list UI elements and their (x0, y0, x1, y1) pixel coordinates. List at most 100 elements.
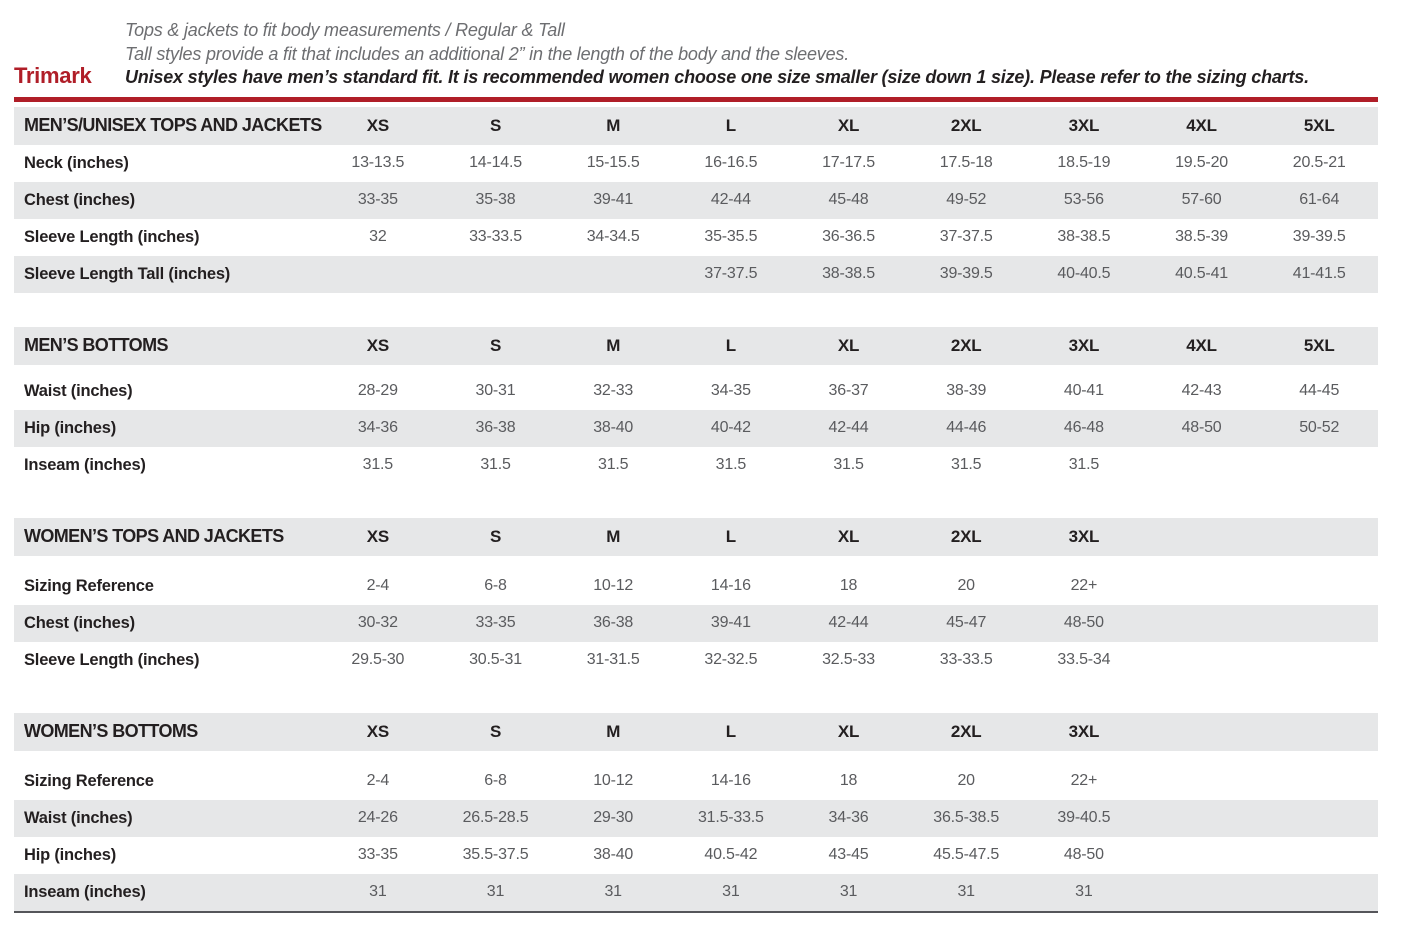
row-label: Sleeve Length Tall (inches) (24, 264, 231, 283)
size-value-cell: 31.5 (598, 456, 629, 473)
size-column-header: 4XL (1186, 335, 1217, 355)
size-value-cell: 31.5 (833, 456, 864, 473)
table-title: WOMEN’S TOPS AND JACKETS (24, 526, 284, 546)
size-value-cell: 13-13.5 (351, 154, 405, 171)
row-label: Waist (inches) (24, 381, 133, 400)
size-value-cell: 22+ (1070, 577, 1098, 594)
size-value-cell: 33-35 (357, 191, 398, 208)
size-value-cell: 19.5-20 (1175, 154, 1228, 171)
size-value-cell: 10-12 (593, 577, 634, 594)
size-value-cell: 29-30 (593, 809, 634, 826)
size-column-header: XL (837, 526, 860, 546)
size-value-cell: 31 (957, 883, 975, 900)
size-value-cell: 31.5 (480, 456, 511, 473)
size-chart-table-women-s-bottoms: WOMEN’S BOTTOMS XS S M L XL 2XL 3XL Sizing Refer… (14, 712, 1378, 913)
size-value-cell: 6-8 (484, 772, 507, 789)
size-column-header: XL (837, 721, 860, 741)
row-label: Sizing Reference (24, 576, 154, 595)
size-value-cell: 33-33.5 (939, 651, 993, 668)
size-value-cell: 31 (604, 883, 622, 900)
size-column-header: M (606, 526, 621, 546)
table-row: Chest (inches) 30-32 33-35 36-38 39-41 42-44 4… (14, 604, 1378, 642)
size-value-cell: 31.5 (715, 456, 747, 473)
size-value-cell: 20 (957, 577, 975, 594)
size-value-cell: 20 (957, 772, 975, 789)
table-row: Sleeve Length (inches) 29.5-30 30.5-31 31-3… (14, 642, 1378, 679)
size-value-cell: 38.5-39 (1175, 228, 1228, 245)
size-value-cell: 29.5-30 (351, 651, 405, 668)
row-label: Neck (inches) (24, 153, 129, 172)
table-row: Sizing Reference 2-4 6-8 10-12 14-16 18 20 22+ (14, 568, 1378, 605)
size-value-cell: 31.5 (1068, 456, 1100, 473)
size-column-header: 5XL (1303, 115, 1335, 135)
size-value-cell: 57-60 (1181, 191, 1222, 208)
size-value-cell: 31.5-33.5 (697, 809, 764, 826)
size-value-cell: 49-52 (946, 191, 987, 208)
size-value-cell: 38-39 (946, 382, 987, 399)
size-value-cell: 2-4 (366, 772, 390, 789)
intro-line-1: Tops & jackets to fit body measurements … (125, 20, 565, 40)
size-value-cell: 30-32 (357, 614, 398, 631)
size-value-cell: 39-39.5 (939, 265, 993, 282)
size-value-cell: 33-33.5 (469, 228, 522, 245)
size-value-cell: 17.5-18 (939, 154, 993, 171)
size-value-cell: 38-40 (593, 419, 634, 436)
size-value-cell: 30.5-31 (469, 651, 522, 668)
table-row: Sleeve Length Tall (inches) 37-37.5 38-38.… (14, 255, 1378, 293)
size-column-header: L (725, 526, 736, 546)
size-value-cell: 48-50 (1181, 419, 1222, 436)
table-title: WOMEN’S BOTTOMS (24, 721, 198, 741)
size-value-cell: 6-8 (484, 577, 507, 594)
size-column-header: 3XL (1068, 721, 1100, 741)
size-column-header: 5XL (1303, 335, 1335, 355)
size-column-header: 3XL (1068, 335, 1100, 355)
size-value-cell: 24-26 (357, 809, 398, 826)
size-column-header: 3XL (1068, 115, 1100, 135)
size-column-header: S (489, 115, 502, 135)
size-value-cell: 36-38 (475, 419, 516, 436)
size-value-cell: 44-45 (1299, 382, 1340, 399)
size-value-cell: 38-38.5 (822, 265, 875, 282)
table-row: Hip (inches) 33-35 35.5-37.5 38-40 40.5-42 43… (14, 837, 1378, 874)
size-value-cell: 14-16 (710, 772, 751, 789)
size-value-cell: 31 (369, 883, 387, 900)
table-title: MEN’S BOTTOMS (24, 335, 168, 355)
size-value-cell: 39-41 (710, 614, 751, 631)
size-value-cell: 40-41 (1063, 382, 1104, 399)
size-value-cell: 34-34.5 (586, 228, 640, 245)
size-column-header: S (489, 526, 502, 546)
size-value-cell: 16-16.5 (704, 154, 758, 171)
size-value-cell: 10-12 (593, 772, 634, 789)
size-value-cell: 38-38.5 (1057, 228, 1111, 245)
table-title: MEN’S/UNISEX TOPS AND JACKETS (24, 115, 322, 135)
size-column-header: 4XL (1186, 115, 1217, 135)
size-column-header: M (606, 335, 621, 355)
size-value-cell: 48-50 (1063, 846, 1104, 863)
size-column-header: XS (366, 115, 389, 135)
size-value-cell: 31.5 (362, 456, 394, 473)
size-column-header: 3XL (1068, 526, 1100, 546)
size-value-cell: 37-37.5 (704, 265, 758, 282)
size-value-cell: 39-39.5 (1292, 228, 1346, 245)
size-value-cell: 40-40.5 (1057, 265, 1111, 282)
table-row: Sizing Reference 2-4 6-8 10-12 14-16 18 20 22+ (14, 763, 1378, 800)
table-header-row: WOMEN’S BOTTOMS XS S M L XL 2XL 3XL (14, 712, 1378, 751)
size-value-cell: 31 (722, 883, 740, 900)
red-divider-rule (14, 96, 1378, 102)
size-value-cell: 33-35 (357, 846, 398, 863)
size-value-cell: 36-37 (828, 382, 869, 399)
size-value-cell: 40.5-41 (1175, 265, 1228, 282)
row-label: Inseam (inches) (24, 882, 146, 901)
size-value-cell: 44-46 (946, 419, 987, 436)
row-label: Sizing Reference (24, 771, 154, 790)
size-value-cell: 50-52 (1299, 419, 1340, 436)
size-value-cell: 22+ (1070, 772, 1098, 789)
size-chart-table-men-s-unisex-tops-and-jackets: MEN’S/UNISEX TOPS AND JACKETS XS S M L XL 2XL 3… (14, 106, 1378, 293)
table-row: Sleeve Length (inches) 32 33-33.5 34-34.5 35… (14, 219, 1378, 256)
page-header: Trimark Tops & jackets to fit body measu… (0, 0, 1404, 90)
intro-line-2: Tall styles provide a fit that includes … (125, 43, 850, 64)
row-label: Chest (inches) (24, 613, 135, 632)
size-value-cell: 31.5 (951, 456, 982, 473)
table-row: Inseam (inches) 31 31 31 31 31 31 31 (14, 873, 1378, 911)
size-value-cell: 30-31 (475, 382, 516, 399)
